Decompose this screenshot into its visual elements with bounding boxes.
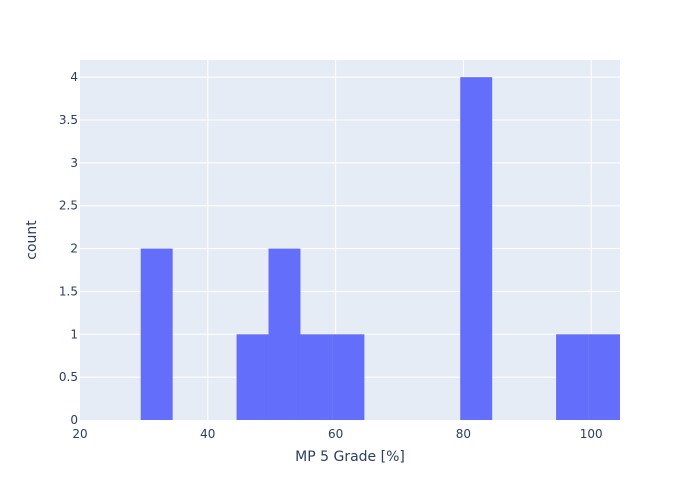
x-axis-title: MP 5 Grade [%] — [295, 449, 405, 465]
x-tick-label: 40 — [200, 427, 215, 441]
x-tick-label: 20 — [72, 427, 87, 441]
y-tick-label: 1 — [70, 327, 78, 341]
y-tick-label: 0.5 — [59, 370, 78, 384]
y-tick-label: 1.5 — [59, 284, 78, 298]
histogram-bar — [300, 334, 333, 420]
y-tick-label: 0 — [70, 413, 78, 427]
histogram-bar — [236, 334, 269, 420]
histogram-bar — [268, 248, 301, 420]
y-tick-labels: 0 0.5 1 1.5 2 2.5 3 3.5 4 — [59, 70, 78, 427]
y-axis-title: count — [24, 220, 40, 260]
x-tick-label: 80 — [456, 427, 471, 441]
histogram-bar — [588, 334, 620, 420]
y-tick-label: 2.5 — [59, 199, 78, 213]
y-tick-label: 2 — [70, 242, 78, 256]
histogram-bar — [332, 334, 365, 420]
histogram-bar — [460, 77, 493, 421]
x-tick-labels: 20 40 60 80 100 — [72, 427, 602, 441]
histogram-bar — [556, 334, 589, 420]
y-tick-label: 3.5 — [59, 113, 78, 127]
x-tick-label: 100 — [580, 427, 603, 441]
histogram-bar — [140, 248, 173, 420]
x-tick-label: 60 — [328, 427, 343, 441]
bars — [140, 77, 620, 421]
y-tick-label: 3 — [70, 156, 78, 170]
y-tick-label: 4 — [70, 70, 78, 84]
